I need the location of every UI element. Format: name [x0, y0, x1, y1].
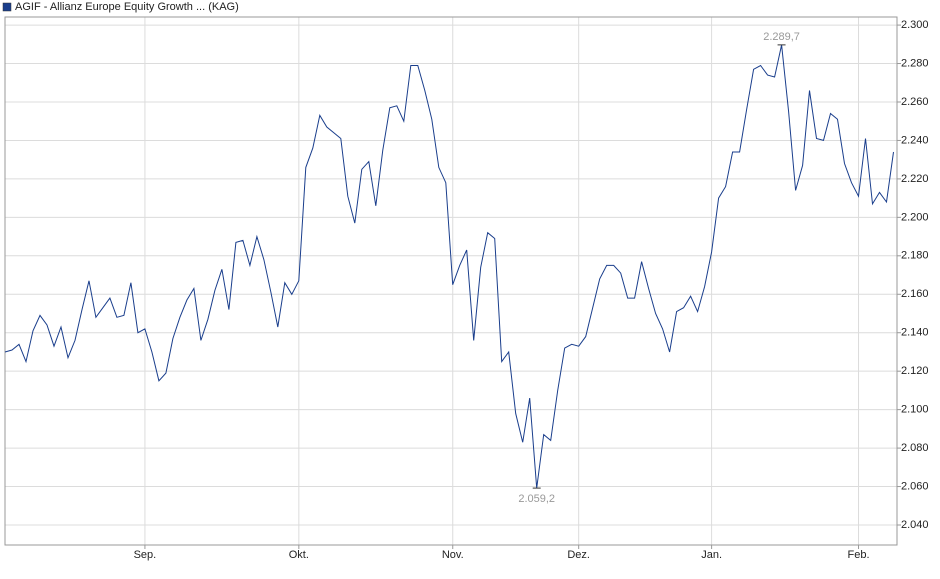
y-tick-label: 2.060: [901, 480, 929, 492]
legend-swatch: [2, 2, 12, 12]
y-tick-label: 2.040: [901, 519, 929, 531]
y-tick-label: 2.180: [901, 250, 929, 262]
x-tick-label: Dez.: [567, 549, 590, 561]
x-tick-label: Nov.: [442, 549, 464, 561]
y-tick-label: 2.120: [901, 365, 929, 377]
y-tick-label: 2.260: [901, 96, 929, 108]
legend-label: AGIF - Allianz Europe Equity Growth ... …: [15, 1, 239, 13]
y-tick-label: 2.080: [901, 442, 929, 454]
value-label: 2.289,7: [763, 31, 800, 43]
y-tick-label: 2.300: [901, 19, 929, 31]
y-tick-label: 2.200: [901, 211, 929, 223]
price-line: [4, 44, 894, 489]
value-label: 2.059,2: [518, 493, 555, 505]
plot-frame: [4, 16, 898, 546]
y-tick-label: 2.100: [901, 404, 929, 416]
y-tick-label: 2.280: [901, 57, 929, 69]
x-tick-label: Okt.: [289, 549, 309, 561]
x-tick-label: Jan.: [701, 549, 722, 561]
y-tick-label: 2.140: [901, 327, 929, 339]
y-tick-label: 2.160: [901, 288, 929, 300]
y-tick-label: 2.220: [901, 173, 929, 185]
x-tick-label: Sep.: [134, 549, 157, 561]
x-tick-label: Feb.: [848, 549, 870, 561]
y-tick-label: 2.240: [901, 134, 929, 146]
